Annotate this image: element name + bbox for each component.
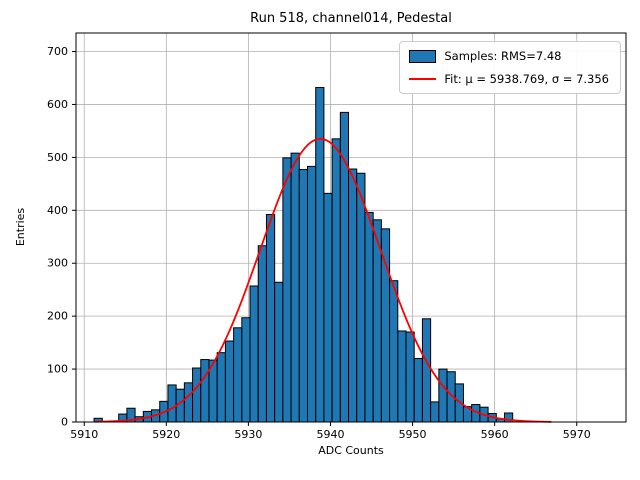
histogram-bar bbox=[192, 367, 202, 423]
y-tick-label: 100 bbox=[47, 363, 68, 376]
histogram-bar bbox=[421, 318, 432, 423]
y-tick-label: 700 bbox=[47, 45, 68, 58]
histogram-bar bbox=[315, 87, 325, 423]
y-tick-label: 200 bbox=[47, 310, 68, 323]
x-tick-label: 5970 bbox=[563, 428, 591, 441]
histogram-bar bbox=[241, 317, 251, 423]
histogram-bar bbox=[405, 331, 415, 423]
histogram-bar bbox=[200, 359, 210, 423]
histogram-bar bbox=[331, 138, 341, 423]
histogram-bar bbox=[348, 168, 358, 423]
y-tick-label: 600 bbox=[47, 98, 68, 111]
y-axis-label: Entries bbox=[14, 207, 27, 247]
x-tick-label: 5950 bbox=[399, 428, 427, 441]
histogram-bar bbox=[323, 192, 333, 423]
y-tick-label: 300 bbox=[47, 257, 68, 270]
x-tick-label: 5930 bbox=[234, 428, 262, 441]
x-tick-label: 5920 bbox=[152, 428, 180, 441]
histogram-bar bbox=[216, 352, 226, 423]
legend: Samples: RMS=7.48 Fit: μ = 5938.769, σ =… bbox=[399, 41, 621, 94]
histogram-bar bbox=[257, 245, 267, 423]
histogram-bar bbox=[183, 382, 194, 423]
fit-swatch-icon bbox=[409, 77, 437, 81]
x-tick-label: 5910 bbox=[70, 428, 98, 441]
x-tick-label: 5940 bbox=[316, 428, 344, 441]
histogram-bar bbox=[389, 280, 399, 423]
x-tick-label: 5960 bbox=[481, 428, 509, 441]
histogram-bar bbox=[298, 169, 308, 423]
histogram-bar bbox=[290, 152, 300, 423]
histogram-bar bbox=[356, 172, 366, 423]
histogram-bar bbox=[430, 401, 440, 423]
histogram-bar bbox=[397, 330, 407, 423]
legend-samples-label: Samples: RMS=7.48 bbox=[444, 49, 562, 63]
histogram-bar bbox=[274, 281, 284, 423]
plot-border bbox=[75, 32, 627, 423]
y-tick-label: 400 bbox=[47, 204, 68, 217]
legend-fit-label: Fit: μ = 5938.769, σ = 7.356 bbox=[444, 72, 609, 86]
chart-title: Run 518, channel014, Pedestal bbox=[250, 11, 452, 26]
histogram-bar bbox=[265, 214, 276, 423]
histogram-bar bbox=[167, 384, 177, 423]
y-tick-label: 0 bbox=[61, 416, 68, 429]
histogram-bar bbox=[413, 357, 423, 423]
histogram-bar bbox=[282, 157, 292, 423]
y-tick-label: 500 bbox=[47, 151, 68, 164]
x-axis-label: ADC Counts bbox=[318, 444, 384, 457]
histogram-bar bbox=[306, 165, 317, 423]
histogram-bar bbox=[438, 368, 448, 423]
samples-swatch-icon bbox=[409, 49, 437, 63]
histogram-bar bbox=[364, 211, 374, 423]
histogram-bar bbox=[224, 340, 235, 423]
legend-item-fit: Fit: μ = 5938.769, σ = 7.356 bbox=[409, 72, 609, 86]
fit-curve bbox=[94, 137, 552, 423]
histogram-bar bbox=[249, 285, 259, 423]
legend-item-samples: Samples: RMS=7.48 bbox=[409, 49, 609, 63]
histogram-bar bbox=[233, 327, 243, 423]
